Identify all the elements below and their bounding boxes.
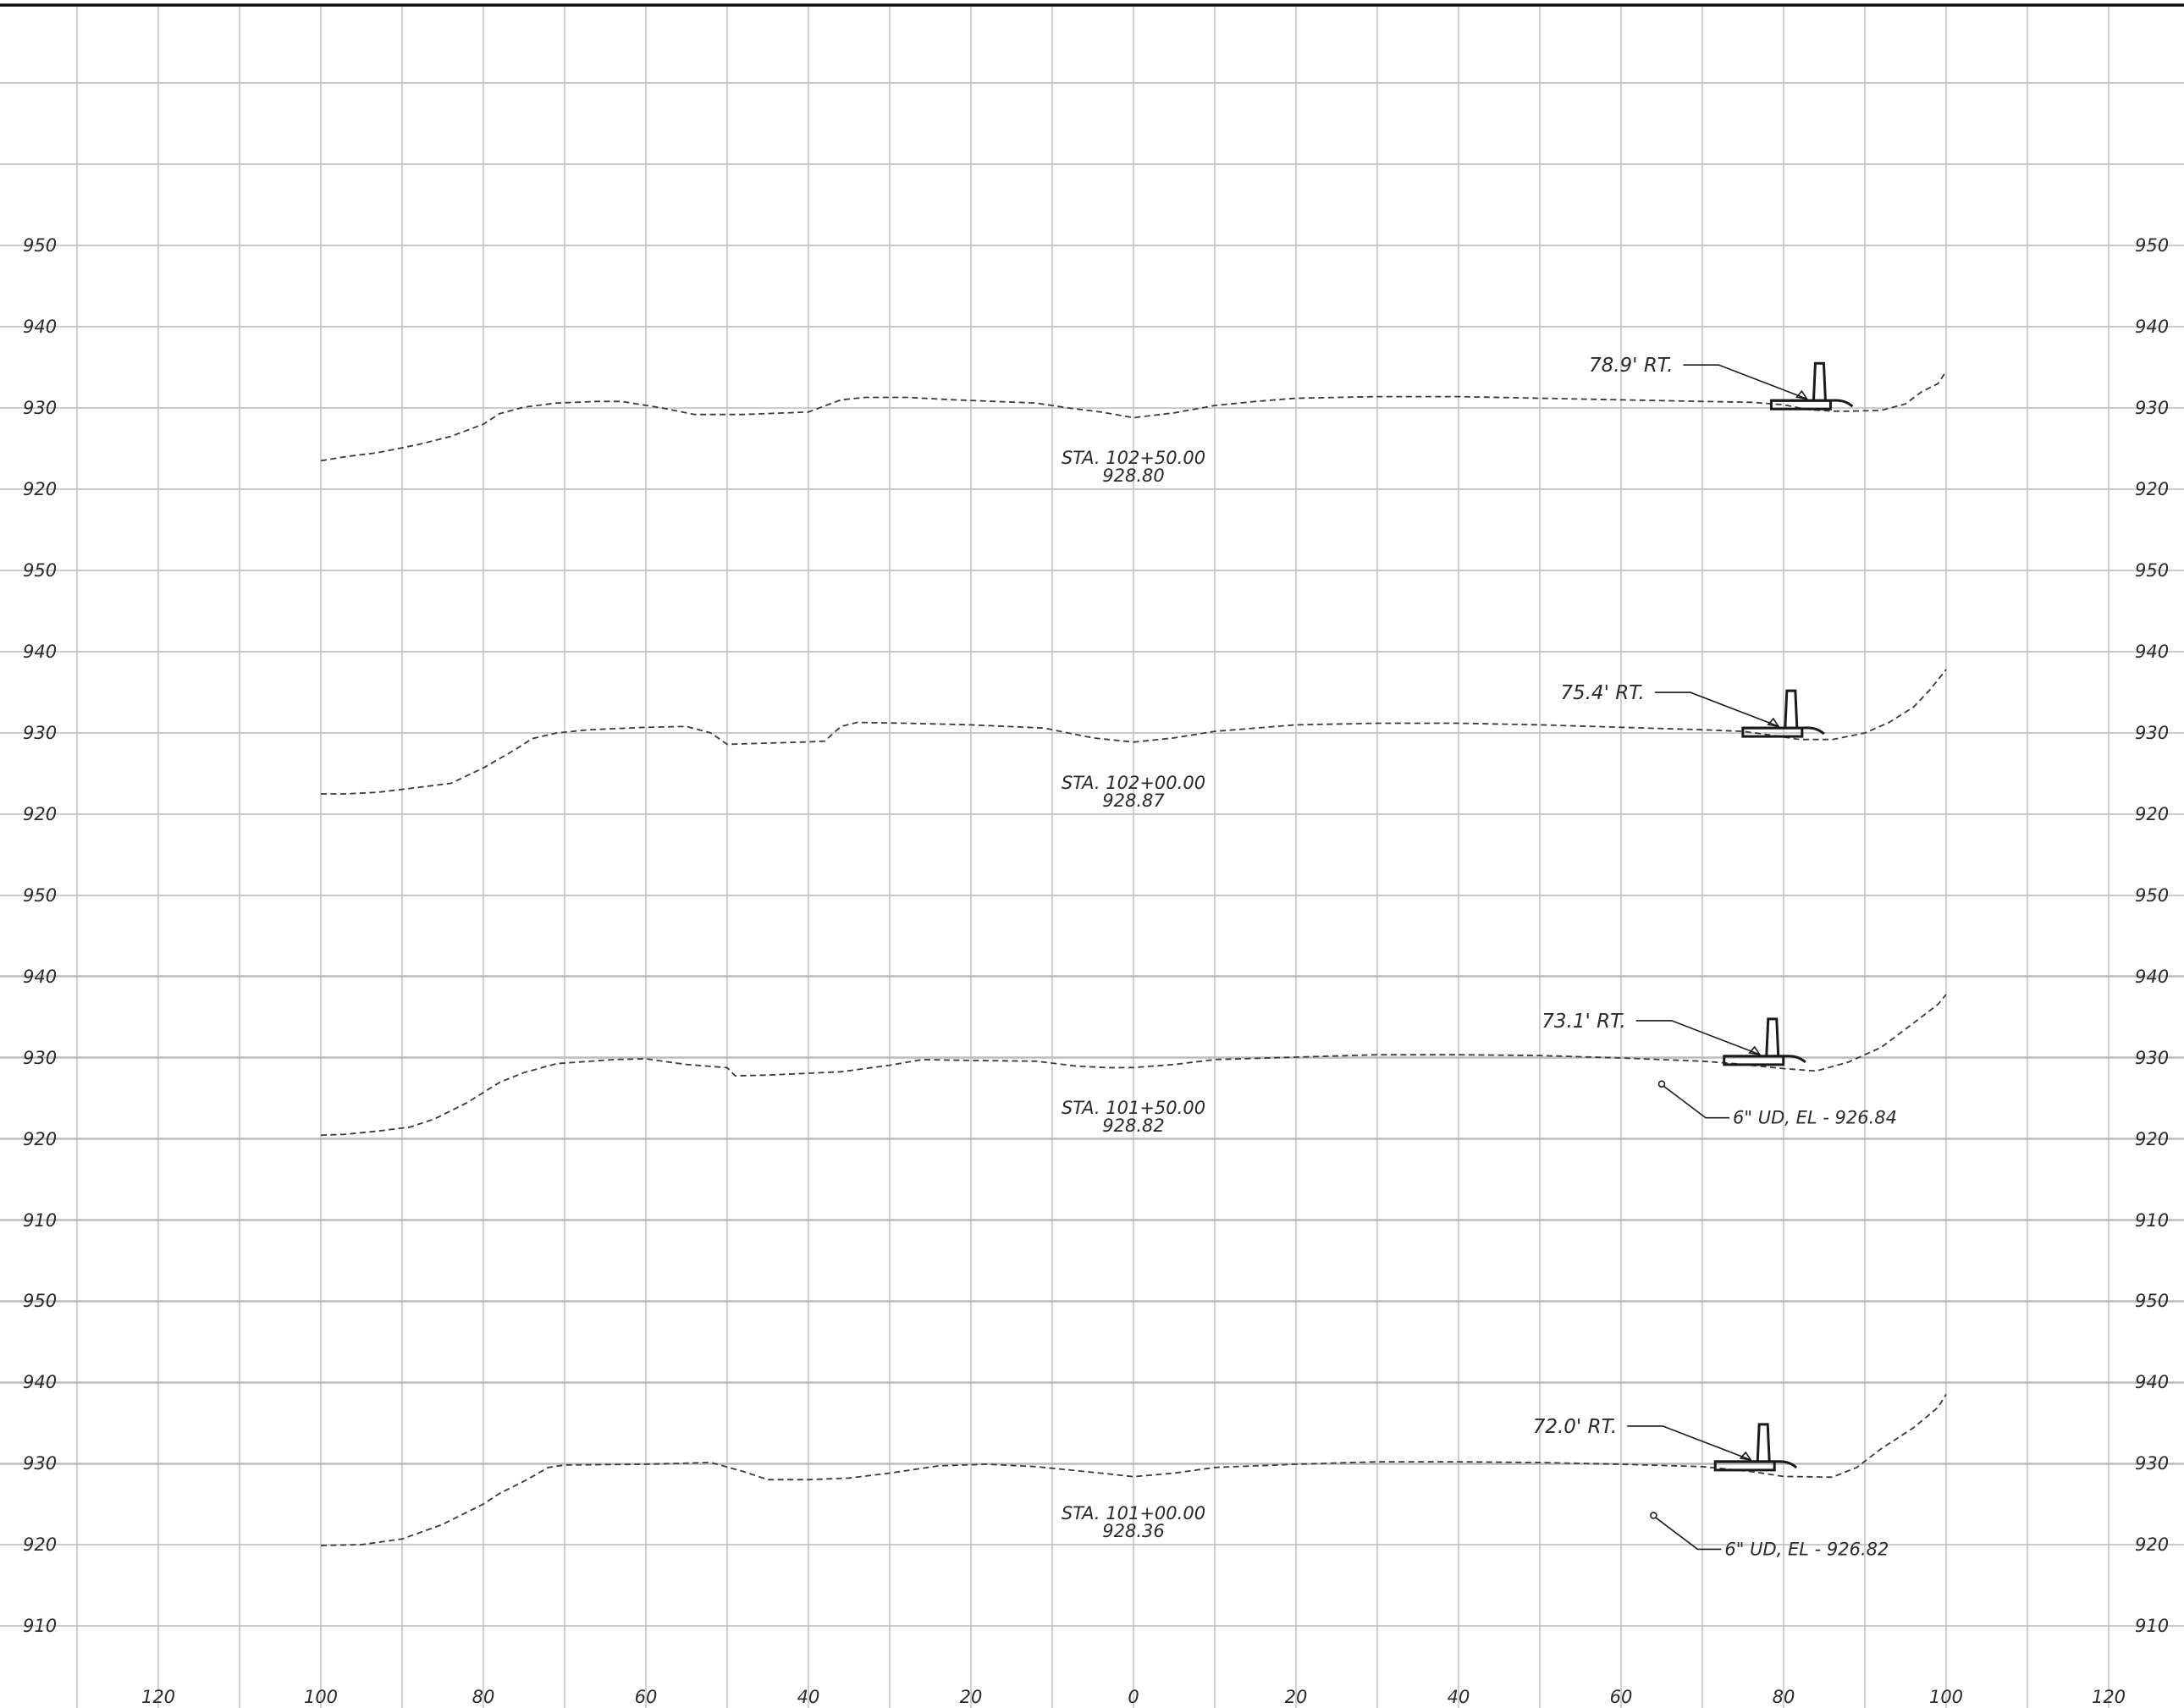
- elevation-label-left: 910: [23, 1616, 57, 1636]
- grid: [0, 5, 2184, 1708]
- elevation-label-left: 920: [23, 804, 57, 824]
- centerline-elevation-label: 928.36: [1102, 1521, 1164, 1541]
- station-label: STA. 102+50.00: [1062, 448, 1205, 468]
- curb-leader-line: [1627, 1425, 1751, 1461]
- elevation-label-right: 950: [2135, 235, 2169, 256]
- offset-label: 100: [1929, 1687, 1963, 1707]
- existing-ground-line: [320, 994, 1947, 1137]
- elevation-label-right: 930: [2135, 1453, 2169, 1474]
- underdrain-note: 6" UD, EL - 926.82: [1724, 1539, 1889, 1559]
- curb-offset-label: 72.0' RT.: [1533, 1416, 1617, 1438]
- section-4: 950 950 940 940 930 930 920 920 910 910 72.0' RT. S…: [23, 1291, 2169, 1636]
- station-label: STA. 101+50.00: [1062, 1098, 1205, 1118]
- section-3: 950 950 940 940 930 930 920 920 910 910 73.1' RT. S…: [23, 885, 2169, 1231]
- offset-label: 80: [1773, 1687, 1795, 1707]
- elevation-label-left: 940: [23, 967, 57, 987]
- curb-offset-label: 73.1' RT.: [1541, 1011, 1625, 1033]
- centerline-elevation-label: 928.82: [1102, 1116, 1164, 1136]
- elevation-label-right: 940: [2135, 317, 2169, 337]
- underdrain-pipe-icon: [1650, 1512, 1657, 1519]
- centerline-elevation-label: 928.80: [1102, 466, 1164, 486]
- curb-symbol: [1713, 1423, 1798, 1472]
- elevation-label-left: 930: [23, 1453, 57, 1474]
- elevation-label-left: 940: [23, 1372, 57, 1392]
- offset-label: 80: [472, 1687, 495, 1707]
- elevation-label-right: 920: [2135, 479, 2169, 499]
- offset-label: 20: [960, 1687, 983, 1707]
- elevation-label-right: 930: [2135, 1048, 2169, 1068]
- elevation-label-right: 930: [2135, 398, 2169, 418]
- station-label: STA. 101+00.00: [1062, 1503, 1205, 1523]
- curb-leader-line: [1635, 1020, 1761, 1055]
- elevation-label-right: 950: [2135, 1291, 2169, 1311]
- elevation-label-left: 930: [23, 723, 57, 743]
- offset-label: 120: [2092, 1687, 2126, 1707]
- offset-label: 40: [797, 1687, 820, 1707]
- section-2: 950 950 940 940 930 930 920 920 75.4' RT. STA. 10…: [23, 560, 2169, 824]
- elevation-label-left: 950: [23, 560, 57, 581]
- curb-offset-label: 75.4' RT.: [1560, 682, 1644, 704]
- underdrain-leader-line: [1655, 1517, 1722, 1551]
- elevation-label-left: 950: [23, 235, 57, 256]
- elevation-label-left: 940: [23, 317, 57, 337]
- elevation-label-right: 920: [2135, 1534, 2169, 1555]
- curb-leader-line: [1654, 691, 1779, 727]
- elevation-label-left: 930: [23, 1048, 57, 1068]
- elevation-label-right: 940: [2135, 1372, 2169, 1392]
- elevation-label-left: 920: [23, 479, 57, 499]
- curb-offset-label: 78.9' RT.: [1589, 355, 1673, 377]
- offset-label: 120: [141, 1687, 175, 1707]
- centerline-elevation-label: 928.87: [1102, 791, 1165, 811]
- elevation-label-left: 910: [23, 1210, 57, 1231]
- elevation-label-right: 920: [2135, 1129, 2169, 1149]
- elevation-label-left: 930: [23, 398, 57, 418]
- offset-label: 100: [304, 1687, 338, 1707]
- elevation-label-right: 940: [2135, 967, 2169, 987]
- elevation-label-right: 910: [2135, 1210, 2169, 1231]
- underdrain-leader-line: [1663, 1086, 1729, 1119]
- elevation-label-left: 920: [23, 1129, 57, 1149]
- elevation-label-right: 910: [2135, 1616, 2169, 1636]
- cross-sections: 950 950 940 940 930 930 920 920 78.9' RT. STA. 10…: [23, 235, 2169, 1636]
- offset-label: 60: [635, 1687, 658, 1707]
- curb-symbol: [1741, 689, 1825, 738]
- section-1: 950 950 940 940 930 930 920 920 78.9' RT. STA. 10…: [23, 235, 2169, 499]
- offset-label: 20: [1285, 1687, 1308, 1707]
- elevation-label-left: 950: [23, 885, 57, 906]
- offset-label: 0: [1128, 1687, 1139, 1707]
- elevation-label-right: 920: [2135, 804, 2169, 824]
- elevation-label-right: 950: [2135, 885, 2169, 906]
- elevation-label-right: 950: [2135, 560, 2169, 581]
- station-label: STA. 102+00.00: [1062, 773, 1205, 793]
- elevation-label-right: 930: [2135, 723, 2169, 743]
- curb-symbol: [1723, 1017, 1806, 1066]
- curb-leader-line: [1683, 364, 1807, 399]
- underdrain-note: 6" UD, EL - 926.84: [1733, 1108, 1897, 1128]
- existing-ground-line: [320, 1393, 1947, 1546]
- curb-symbol: [1769, 361, 1854, 410]
- elevation-label-left: 940: [23, 642, 57, 662]
- offset-label: 60: [1610, 1687, 1633, 1707]
- elevation-label-right: 940: [2135, 642, 2169, 662]
- underdrain-pipe-icon: [1657, 1080, 1666, 1088]
- offset-axis: 120 100 80 60 40 20 0 20 40 60 80 100 120: [141, 1687, 2126, 1707]
- elevation-label-left: 920: [23, 1534, 57, 1555]
- elevation-label-left: 950: [23, 1291, 57, 1311]
- offset-label: 40: [1448, 1687, 1470, 1707]
